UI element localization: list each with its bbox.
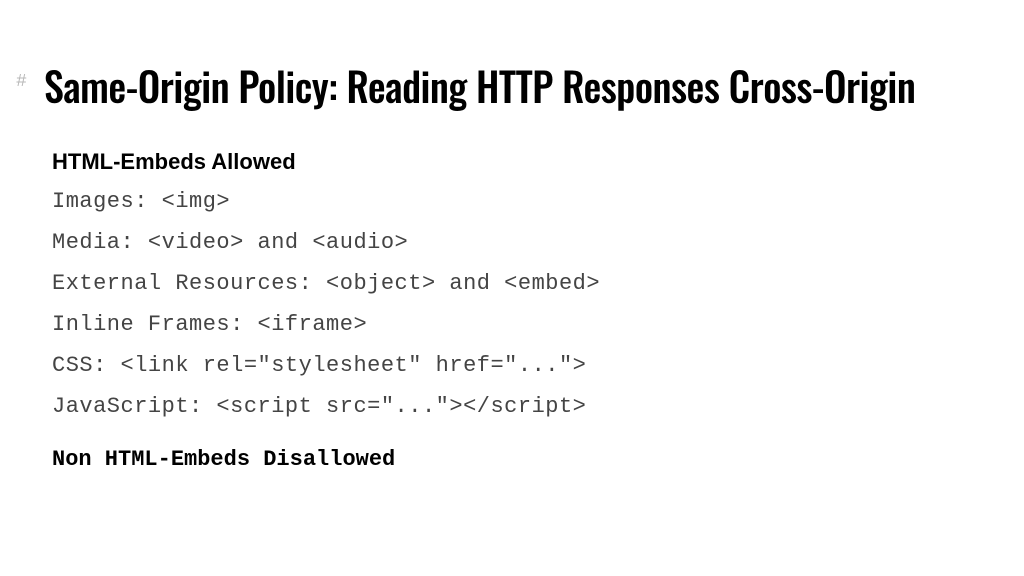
code-line-images: Images: <img> (52, 189, 984, 214)
code-line-external: External Resources: <object> and <embed> (52, 271, 984, 296)
slide: # Same-Origin Policy: Reading HTTP Respo… (0, 0, 1024, 516)
code-line-iframe: Inline Frames: <iframe> (52, 312, 984, 337)
section-disallowed-heading: Non HTML-Embeds Disallowed (52, 447, 984, 472)
slide-title: Same-Origin Policy: Reading HTTP Respons… (44, 55, 984, 115)
hash-marker: # (16, 72, 27, 92)
code-line-css: CSS: <link rel="stylesheet" href="..."> (52, 353, 984, 378)
section-allowed-heading: HTML-Embeds Allowed (52, 149, 984, 175)
code-line-js: JavaScript: <script src="..."></script> (52, 394, 984, 419)
code-line-media: Media: <video> and <audio> (52, 230, 984, 255)
